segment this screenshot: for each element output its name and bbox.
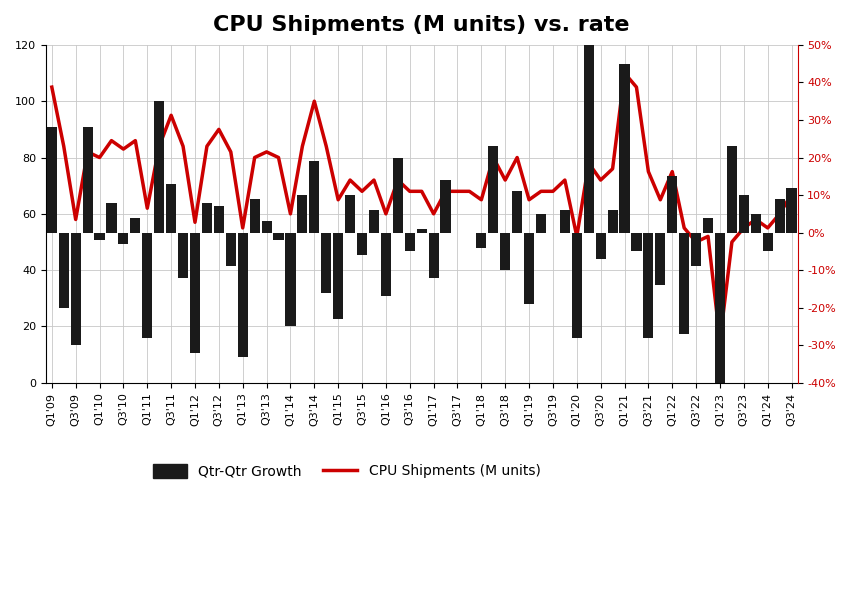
Bar — [333, 233, 343, 319]
Bar — [751, 214, 761, 233]
Bar — [500, 233, 511, 270]
Bar — [249, 199, 260, 233]
Bar — [94, 233, 105, 240]
Bar — [345, 195, 355, 233]
Bar — [261, 221, 271, 233]
Bar — [405, 233, 414, 252]
Bar — [667, 176, 677, 233]
Bar — [368, 210, 379, 233]
Bar — [357, 233, 367, 255]
Bar — [524, 233, 534, 304]
Bar — [608, 210, 618, 233]
Bar — [596, 233, 606, 259]
Bar — [715, 233, 725, 499]
Bar — [309, 161, 319, 233]
Bar — [285, 233, 295, 326]
Bar — [631, 233, 642, 252]
Bar — [762, 233, 773, 252]
Bar — [739, 195, 749, 233]
Bar — [691, 233, 701, 266]
Bar — [83, 127, 93, 233]
Bar — [166, 184, 176, 233]
Bar — [417, 229, 426, 233]
Bar — [154, 101, 164, 233]
Bar — [226, 233, 236, 266]
Bar — [273, 233, 283, 240]
Bar — [429, 233, 438, 277]
Bar — [380, 233, 391, 296]
Bar — [59, 233, 69, 307]
Bar — [237, 233, 248, 356]
Bar — [560, 210, 570, 233]
Bar — [178, 233, 188, 277]
Bar — [71, 233, 81, 345]
Bar — [786, 187, 797, 233]
Bar — [727, 146, 737, 233]
Bar — [620, 64, 630, 233]
Bar — [118, 233, 129, 244]
Bar — [142, 233, 152, 337]
Bar — [321, 233, 331, 293]
Bar — [572, 233, 582, 337]
Title: CPU Shipments (M units) vs. rate: CPU Shipments (M units) vs. rate — [214, 15, 630, 35]
Bar — [655, 233, 665, 285]
Bar — [774, 199, 785, 233]
Text: Jon Peddie Research: Jon Peddie Research — [700, 562, 777, 571]
Bar — [441, 180, 451, 233]
Bar — [679, 233, 689, 334]
Text: JPR: JPR — [710, 531, 767, 558]
Bar — [512, 191, 523, 233]
Bar — [190, 233, 200, 353]
Bar — [130, 217, 140, 233]
Bar — [488, 146, 499, 233]
Bar — [393, 157, 403, 233]
Bar — [214, 206, 224, 233]
Bar — [477, 233, 487, 247]
Bar — [202, 203, 212, 233]
Bar — [584, 45, 594, 233]
Legend: Qtr-Qtr Growth, CPU Shipments (M units): Qtr-Qtr Growth, CPU Shipments (M units) — [147, 458, 546, 484]
Bar — [106, 203, 117, 233]
Bar — [47, 127, 57, 233]
Bar — [643, 233, 654, 337]
Bar — [703, 217, 713, 233]
Bar — [297, 195, 307, 233]
Bar — [536, 214, 546, 233]
